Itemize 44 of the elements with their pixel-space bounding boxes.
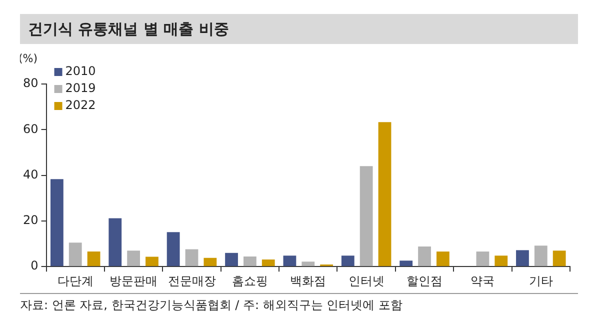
bar [108, 218, 122, 266]
y-tick-label: 40 [22, 167, 38, 182]
bar [302, 262, 315, 266]
bar [360, 166, 373, 266]
y-tick-label: 80 [22, 76, 38, 90]
legend-label: 2022 [65, 98, 96, 112]
bar [400, 260, 413, 266]
bar [146, 256, 158, 266]
y-tick-label: 20 [22, 213, 38, 228]
bar [341, 256, 354, 266]
bar [534, 246, 548, 266]
bar [262, 260, 275, 266]
x-tick-label: 인터넷 [348, 274, 384, 288]
bar [552, 250, 566, 266]
chart-title: 건기식 유통채널 별 매출 비중 [20, 14, 578, 44]
bar [243, 256, 256, 266]
y-tick-label: 60 [22, 122, 38, 136]
bar [50, 179, 64, 266]
legend-label: 2010 [65, 64, 96, 78]
bar [494, 256, 508, 266]
bar [87, 252, 100, 266]
x-tick-label: 전문매장 [168, 274, 216, 288]
y-tick-label: 0 [30, 258, 38, 273]
bar [436, 252, 450, 266]
x-tick-label: 할인점 [406, 274, 443, 288]
x-tick-label: 홈쇼핑 [232, 274, 268, 288]
x-tick-label: 방문판매 [110, 274, 158, 288]
bar [283, 256, 296, 266]
x-tick-label: 기타 [528, 274, 553, 288]
bar [418, 246, 431, 266]
x-tick-label: 백화점 [290, 274, 326, 288]
bar [476, 252, 490, 266]
legend-label: 2019 [65, 81, 96, 96]
x-tick-label: 다단계 [57, 274, 94, 288]
bar [378, 122, 392, 266]
bar [516, 250, 529, 266]
bar [185, 249, 198, 266]
bar [225, 252, 238, 266]
bar [127, 250, 140, 266]
bar [68, 242, 82, 266]
bar [166, 232, 180, 266]
x-tick-label: 약국 [470, 274, 495, 288]
bar [204, 258, 217, 266]
text: 자료: 언론 자료, 한국건강기능식품협회 / 주: 해외직구는 인터넷에 포함 [20, 297, 402, 314]
